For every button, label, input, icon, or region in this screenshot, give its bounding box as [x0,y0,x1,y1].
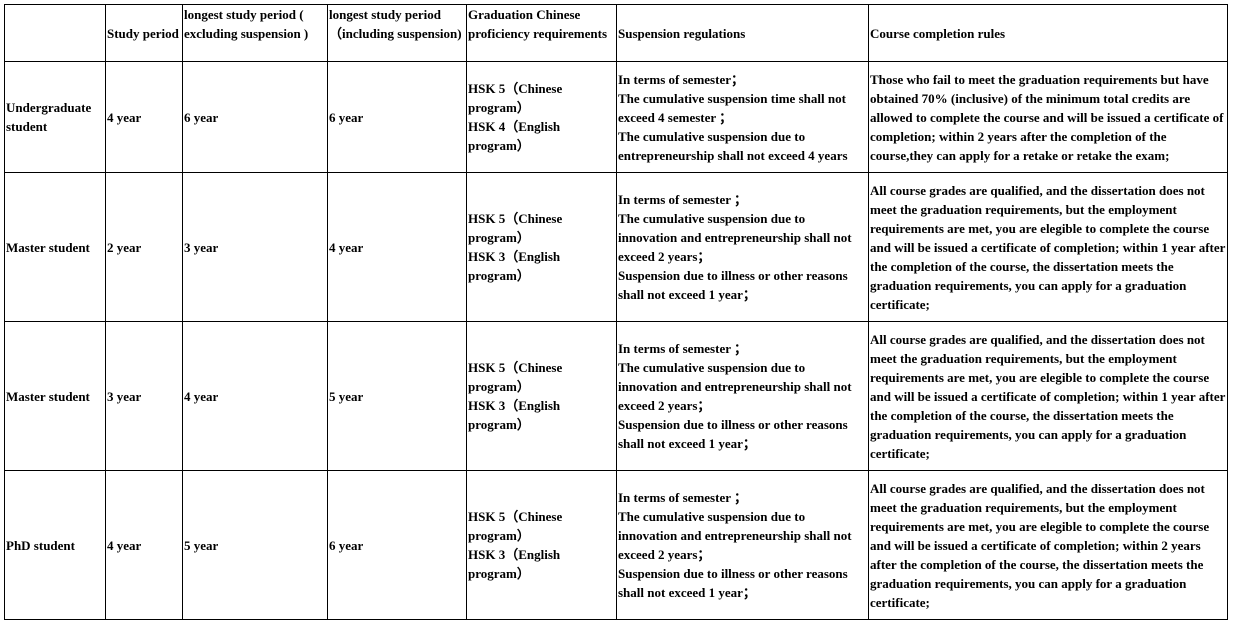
study-period-cell: 4 year [105,61,183,173]
completion-rules-cell: Those who fail to meet the graduation re… [868,61,1228,173]
chinese-requirement-cell: HSK 5（Chinese program） HSK 3（English prog… [466,321,617,471]
chinese-requirement-cell: HSK 5（Chinese program） HSK 3（English prog… [466,172,617,322]
longest-including-cell: 5 year [327,321,467,471]
header-row: Study period longest study period ( excl… [4,4,1228,62]
table-row: Master student 3 year 4 year 5 year HSK 5（Ch… [4,321,1228,471]
hsk-line: HSK 4（English program） [468,119,561,153]
suspension-line: The cumulative suspension time shall not… [618,90,846,125]
suspension-line: In terms of semester ； [618,490,747,505]
suspension-line: In terms of semester ； [618,341,747,356]
longest-including-cell: 4 year [327,172,467,322]
suspension-cell: In terms of semester ； The cumulative sus… [616,172,869,322]
header-cell [4,4,106,62]
study-period-cell: 2 year [105,172,183,322]
suspension-line: Suspension due to illness or other reaso… [618,417,848,451]
suspension-cell: In terms of semester ； The cumulative sus… [616,321,869,471]
header-cell: Course completion rules [868,4,1228,62]
suspension-line: The cumulative suspension due to innovat… [618,211,852,264]
header-cell: longest study period （including suspensi… [327,4,467,62]
completion-rules-cell: All course grades are qualified, and the… [868,172,1228,322]
study-period-cell: 4 year [105,470,183,620]
table-row: Undergraduate student 4 year 6 year 6 year H… [4,61,1228,173]
suspension-line: The cumulative suspension due to entrepr… [618,128,848,163]
regulations-table: Study period longest study period ( excl… [4,4,1228,620]
chinese-requirement-cell: HSK 5（Chinese program） HSK 4（English prog… [466,61,617,173]
student-type-cell: Undergraduate student [4,61,106,173]
longest-excluding-cell: 6 year [182,61,328,173]
chinese-requirement-cell: HSK 5（Chinese program） HSK 3（English prog… [466,470,617,620]
table-row: Master student 2 year 3 year 4 year HSK 5（Ch… [4,172,1228,322]
longest-including-cell: 6 year [327,61,467,173]
header-cell: Suspension regulations [616,4,869,62]
hsk-line: HSK 5（Chinese program） [468,360,563,394]
header-cell: Graduation Chinese proficiency requireme… [466,4,617,62]
hsk-line: HSK 3（English program） [468,547,561,581]
suspension-line: Suspension due to illness or other reaso… [618,268,848,302]
suspension-line: In terms of semester； [618,71,744,87]
suspension-line: Suspension due to illness or other reaso… [618,566,848,600]
longest-including-cell: 6 year [327,470,467,620]
student-type-cell: Master student [4,321,106,471]
hsk-line: HSK 3（English program） [468,398,561,432]
hsk-line: HSK 5（Chinese program） [468,211,563,245]
study-period-cell: 3 year [105,321,183,471]
student-type-cell: PhD student [4,470,106,620]
header-cell: Study period [105,4,183,62]
student-type-cell: Master student [4,172,106,322]
hsk-line: HSK 3（English program） [468,249,561,283]
longest-excluding-cell: 3 year [182,172,328,322]
completion-rules-cell: All course grades are qualified, and the… [868,321,1228,471]
longest-excluding-cell: 5 year [182,470,328,620]
suspension-line: The cumulative suspension due to innovat… [618,509,852,562]
hsk-line: HSK 5（Chinese program） [468,81,563,115]
suspension-line: In terms of semester ； [618,192,747,207]
suspension-line: The cumulative suspension due to innovat… [618,360,852,413]
completion-rules-cell: All course grades are qualified, and the… [868,470,1228,620]
header-cell: longest study period ( excluding suspens… [182,4,328,62]
longest-excluding-cell: 4 year [182,321,328,471]
suspension-cell: In terms of semester； The cumulative susp… [616,61,869,173]
suspension-cell: In terms of semester ； The cumulative sus… [616,470,869,620]
table-row: PhD student 4 year 5 year 6 year HSK 5（Chine… [4,470,1228,620]
hsk-line: HSK 5（Chinese program） [468,509,563,543]
